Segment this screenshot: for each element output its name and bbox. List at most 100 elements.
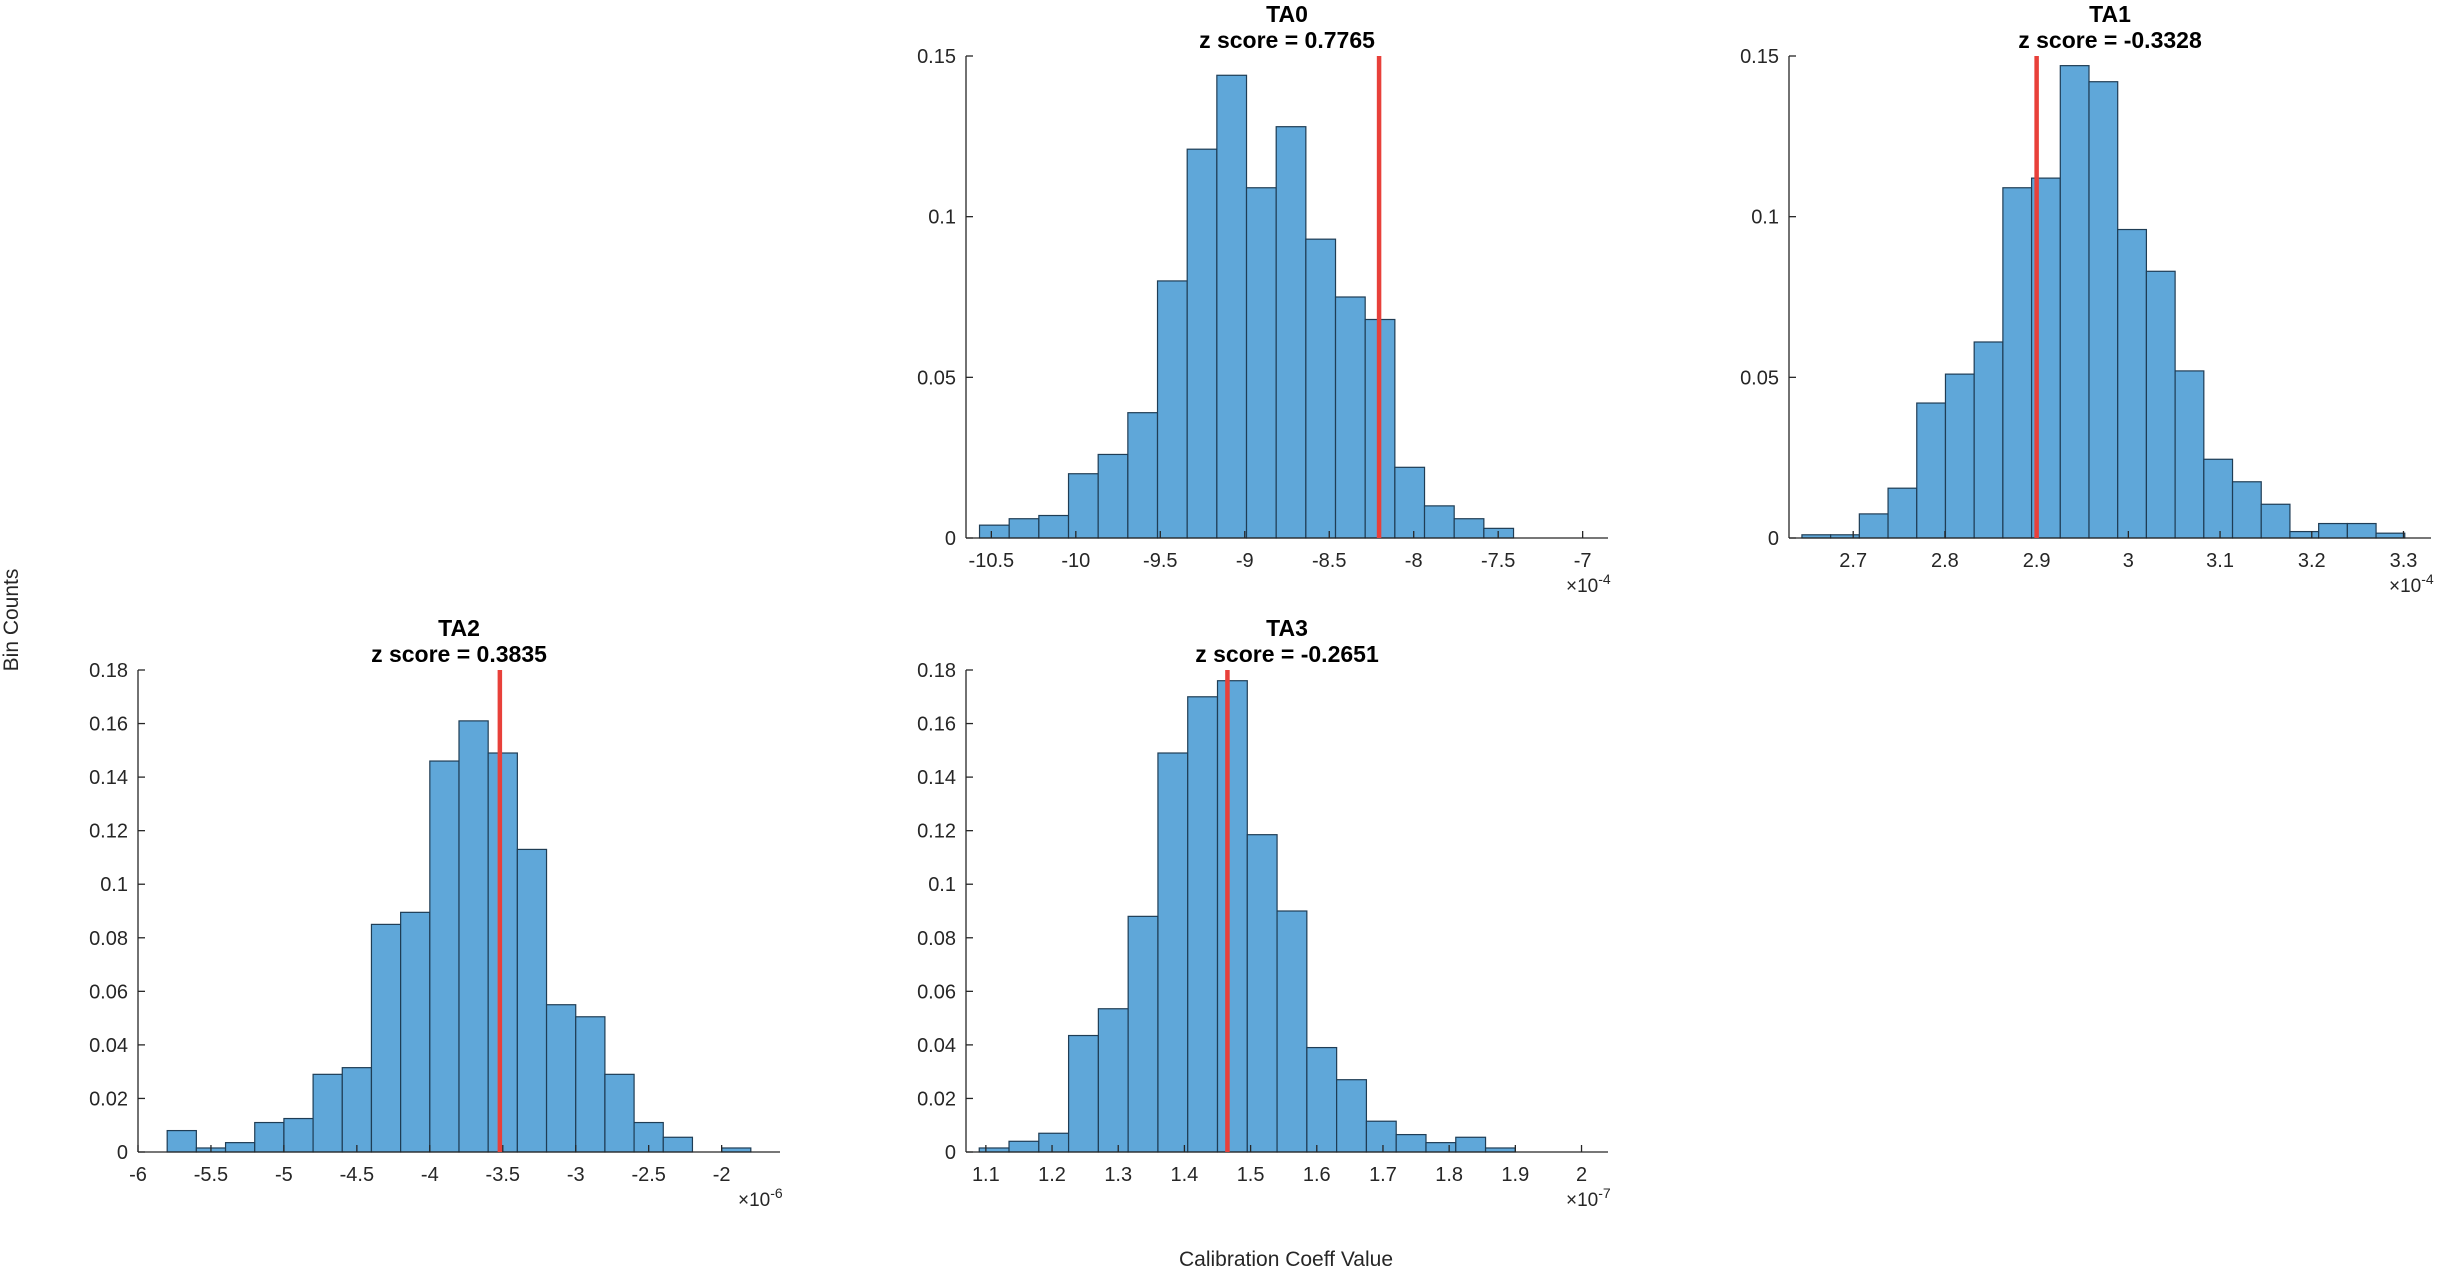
chart-subtitle: z score = 0.7765 (1199, 27, 1375, 53)
x-tick-label: 1.4 (1171, 1164, 1199, 1186)
x-tick-label: 2.8 (1931, 550, 1959, 572)
histogram-bar (516, 848, 548, 1153)
histogram-bar (1973, 341, 2004, 539)
y-tick-label: 0.04 (89, 1035, 128, 1057)
histogram-bar (1305, 238, 1337, 539)
x-tick-label: 2 (1576, 1164, 1587, 1186)
y-tick-label: 0.18 (89, 660, 128, 682)
histogram-bar (1038, 514, 1070, 539)
y-tick-label: 0 (1768, 528, 1779, 550)
x-tick-label: 2.7 (1839, 550, 1867, 572)
x-tick-label: 1.1 (972, 1164, 1000, 1186)
x-tick-label: -6 (129, 1164, 147, 1186)
histogram-bar (1423, 505, 1455, 539)
axis-exponent-label: ×10-4 (2389, 571, 2434, 597)
x-tick-label: -8 (1405, 550, 1423, 572)
histogram-bar (1455, 1136, 1487, 1153)
histogram-bar (1245, 187, 1277, 539)
x-tick-label: 1.9 (1501, 1164, 1529, 1186)
y-tick-label: 0.14 (89, 767, 128, 789)
x-tick-label: -5 (275, 1164, 293, 1186)
histogram-bar (1276, 910, 1308, 1153)
y-tick-label: 0.1 (928, 207, 956, 229)
y-axis-label: Bin Counts (0, 569, 23, 672)
histogram-bar (429, 760, 460, 1153)
x-tick-label: -2.5 (631, 1164, 665, 1186)
histogram-bar (1097, 453, 1129, 539)
histogram-bar (1157, 752, 1189, 1153)
histogram-bar (312, 1073, 343, 1153)
x-tick-label: -7.5 (1481, 550, 1515, 572)
histogram-bar (458, 720, 489, 1153)
y-tick-label: 0.1 (100, 874, 128, 896)
chart-subtitle: z score = -0.3328 (2018, 27, 2202, 53)
histogram-bar (1067, 473, 1099, 539)
x-tick-label: 3.3 (2390, 550, 2418, 572)
axis-exponent-label: ×10-6 (738, 1185, 783, 1211)
histogram-bar (2002, 187, 2033, 539)
histogram-bar (283, 1117, 314, 1153)
y-tick-label: 0.15 (1740, 46, 1779, 68)
histogram-bar (1216, 74, 1248, 539)
y-tick-label: 0 (117, 1142, 128, 1164)
histogram-bar (1156, 280, 1188, 539)
histogram-bar (1186, 148, 1218, 539)
axis-exponent-power: -7 (1598, 1185, 1611, 1201)
panels: 00.050.10.15-10.5 -10 -9.5 -9 -8.5 -8 -7.5 -7×1… (89, 1, 2434, 1211)
y-tick-label: 0.08 (917, 928, 956, 950)
x-tick-label: 1.5 (1237, 1164, 1265, 1186)
y-tick-label: 0.15 (917, 46, 956, 68)
histogram-bar (2145, 270, 2176, 539)
chart-title: TA1 (2089, 1, 2131, 27)
x-tick-label: 1.3 (1104, 1164, 1132, 1186)
histogram-bar (1365, 1120, 1397, 1153)
histogram-bar (1127, 412, 1159, 539)
histogram-bar (487, 752, 518, 1153)
histogram-bar (2260, 503, 2291, 539)
histogram-bar (2174, 370, 2205, 539)
histogram-bar (2088, 81, 2119, 539)
histogram-bar (1425, 1142, 1457, 1153)
histogram-bar (1395, 1133, 1427, 1153)
y-tick-label: 0 (945, 1142, 956, 1164)
x-tick-label: -3.5 (486, 1164, 520, 1186)
histogram-bar (1216, 680, 1248, 1153)
histogram-bar (1275, 126, 1307, 539)
chart-panel-ta3: 0 0.02 0.04 0.06 0.08 0.1 0.12 0.14 0.16 0.18 1.1 1… (917, 615, 1611, 1211)
y-tick-label: 0.06 (917, 981, 956, 1003)
axis-exponent-power: -4 (1598, 571, 1611, 587)
y-tick-label: 0.12 (917, 821, 956, 843)
chart-title: TA2 (438, 615, 480, 641)
histogram-bar (2203, 458, 2234, 539)
chart-subtitle: z score = 0.3835 (371, 641, 547, 667)
x-tick-label: -2 (713, 1164, 731, 1186)
y-tick-label: 0.04 (917, 1035, 956, 1057)
y-tick-label: 0.1 (928, 874, 956, 896)
histogram-bar (1008, 1140, 1040, 1153)
histogram-bar (545, 1004, 577, 1153)
histogram-bar (978, 524, 1010, 539)
x-tick-label: -9 (1236, 550, 1254, 572)
y-tick-label: 0.02 (917, 1088, 956, 1110)
histogram-bar (1038, 1132, 1070, 1153)
x-tick-label: -3 (567, 1164, 585, 1186)
x-tick-label: 3 (2123, 550, 2134, 572)
axis-exponent-base: ×10 (1566, 576, 1598, 597)
histogram-bar (1306, 1046, 1338, 1153)
histogram-bar (1858, 513, 1889, 539)
y-tick-label: 0.12 (89, 821, 128, 843)
axis-exponent-label: ×10-4 (1566, 571, 1611, 597)
x-tick-label: -5.5 (194, 1164, 228, 1186)
chart-title: TA0 (1266, 1, 1308, 27)
histogram-bar (1887, 487, 1918, 539)
histogram-bar (1187, 696, 1219, 1153)
chart-panel-ta2: 0 0.02 0.04 0.06 0.08 0.1 0.12 0.14 0.16 0.18 -6 -5… (89, 615, 783, 1211)
chart-panel-ta1: 00.050.10.152.7 2.8 2.9 3 3.1 3.2 3.3×10-4TA1z… (1740, 1, 2434, 597)
x-tick-label: 3.2 (2298, 550, 2326, 572)
x-tick-label: -7 (1574, 550, 1592, 572)
x-tick-label: -8.5 (1312, 550, 1346, 572)
histogram-bar (575, 1016, 606, 1153)
histogram-bar (662, 1136, 694, 1153)
x-tick-label: 3.1 (2206, 550, 2234, 572)
